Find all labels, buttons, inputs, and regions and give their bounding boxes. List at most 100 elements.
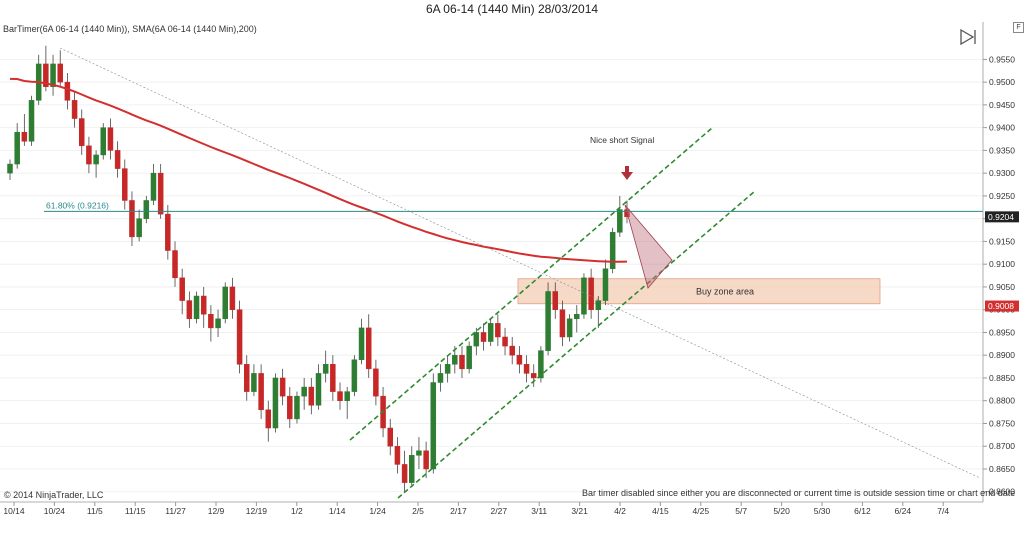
candle-body bbox=[480, 332, 487, 342]
x-tick-label: 4/15 bbox=[652, 506, 669, 516]
candle-body bbox=[516, 354, 523, 365]
candle-body bbox=[609, 232, 616, 269]
candle-body bbox=[208, 313, 214, 329]
sma-price-label: 0.9008 bbox=[988, 301, 1014, 311]
x-tick-label: 3/21 bbox=[571, 506, 588, 516]
x-tick-label: 4/25 bbox=[693, 506, 710, 516]
candle-body bbox=[7, 163, 13, 174]
candle-body bbox=[473, 332, 480, 347]
price-chart[interactable]: Buy zone area 61.80% (0.9216) Nice short… bbox=[0, 22, 1024, 534]
y-tick-label: 0.9300 bbox=[989, 168, 1015, 178]
y-tick-label: 0.9400 bbox=[989, 123, 1015, 133]
candle-body bbox=[50, 63, 56, 87]
x-axis-ticks: 10/14 10/24 11/5 11/15 11/27 12/9 12/19 1/2 1/14… bbox=[3, 502, 949, 516]
candle-body bbox=[595, 300, 602, 310]
candle-body bbox=[43, 63, 49, 87]
indicator-label: BarTimer(6A 06-14 (1440 Min)), SMA(6A 06… bbox=[3, 24, 257, 34]
candle-body bbox=[107, 127, 114, 151]
candle-body bbox=[344, 391, 350, 401]
candle-body bbox=[14, 131, 20, 165]
candle-body bbox=[28, 100, 35, 142]
y-tick-label: 0.9350 bbox=[989, 145, 1015, 155]
candle-body bbox=[136, 218, 142, 238]
y-tick-label: 0.9100 bbox=[989, 259, 1015, 269]
candle-body bbox=[236, 309, 243, 365]
candle-body bbox=[93, 154, 99, 165]
candle-body bbox=[552, 291, 559, 310]
x-tick-label: 5/30 bbox=[814, 506, 831, 516]
x-tick-label: 10/14 bbox=[3, 506, 25, 516]
y-tick-label: 0.8700 bbox=[989, 441, 1015, 451]
candle-body bbox=[416, 450, 422, 456]
candle-body bbox=[244, 364, 250, 392]
candle-body bbox=[509, 345, 515, 356]
candle-body bbox=[265, 409, 272, 429]
candle-body bbox=[588, 277, 594, 310]
candle-body bbox=[423, 450, 429, 470]
last-price-marker: 0.9204 bbox=[985, 211, 1019, 223]
candle-body bbox=[64, 81, 71, 101]
candle-body bbox=[129, 200, 135, 238]
buy-zone-label: Buy zone area bbox=[696, 286, 754, 296]
candle-body bbox=[143, 200, 150, 219]
play-icon[interactable] bbox=[958, 28, 980, 46]
x-tick-label: 2/27 bbox=[491, 506, 508, 516]
candle-body bbox=[459, 354, 465, 370]
candle-body bbox=[430, 382, 437, 470]
candle-body bbox=[86, 145, 92, 165]
x-tick-label: 2/17 bbox=[450, 506, 467, 516]
candle-body bbox=[401, 464, 408, 483]
candle-body bbox=[122, 168, 128, 201]
candle-body bbox=[308, 386, 315, 406]
y-tick-label: 0.8600 bbox=[989, 487, 1015, 497]
candle-body bbox=[165, 213, 171, 251]
candle-body bbox=[272, 377, 279, 429]
grid-lines bbox=[0, 58, 983, 493]
candle-body bbox=[545, 291, 551, 351]
candle-body bbox=[466, 345, 472, 370]
long-trendline bbox=[59, 47, 981, 479]
x-tick-label: 6/12 bbox=[854, 506, 871, 516]
last-price-label: 0.9204 bbox=[988, 212, 1014, 222]
candle-body bbox=[437, 373, 444, 383]
candle-body bbox=[258, 373, 264, 411]
candle-body bbox=[444, 364, 451, 374]
candle-body bbox=[602, 268, 609, 301]
candle-body bbox=[581, 277, 587, 315]
x-tick-label: 5/20 bbox=[773, 506, 790, 516]
candle-body bbox=[523, 364, 530, 374]
candle-body bbox=[215, 318, 221, 329]
signal-arrow-icon bbox=[621, 166, 633, 180]
candle-body bbox=[394, 445, 401, 465]
candle-body bbox=[315, 373, 322, 406]
candle-body bbox=[559, 309, 566, 338]
x-tick-label: 12/9 bbox=[208, 506, 225, 516]
x-tick-label: 1/24 bbox=[369, 506, 386, 516]
x-tick-label: 1/2 bbox=[291, 506, 303, 516]
x-tick-label: 11/5 bbox=[87, 506, 103, 516]
candle-body bbox=[193, 295, 200, 320]
y-tick-label: 0.9550 bbox=[989, 54, 1015, 64]
y-tick-label: 0.8850 bbox=[989, 373, 1015, 383]
candle-body bbox=[358, 327, 365, 360]
candle-body bbox=[495, 323, 501, 338]
y-tick-label: 0.9250 bbox=[989, 191, 1015, 201]
candle-body bbox=[222, 286, 228, 320]
candle-body bbox=[351, 359, 358, 392]
candle-body bbox=[150, 172, 157, 201]
candle-body bbox=[179, 277, 185, 301]
x-tick-label: 3/11 bbox=[531, 506, 547, 516]
x-tick-label: 2/5 bbox=[412, 506, 424, 516]
candle-body bbox=[172, 250, 178, 279]
y-tick-label: 0.9150 bbox=[989, 236, 1015, 246]
candle-body bbox=[251, 373, 257, 392]
candle-body bbox=[186, 300, 193, 320]
candle-body bbox=[617, 209, 623, 233]
candle-body bbox=[373, 368, 379, 397]
x-tick-label: 10/24 bbox=[44, 506, 66, 516]
candle-body bbox=[287, 395, 293, 420]
candle-body bbox=[452, 354, 458, 365]
x-tick-label: 7/4 bbox=[937, 506, 949, 516]
candles bbox=[7, 45, 630, 492]
candle-body bbox=[21, 131, 28, 142]
